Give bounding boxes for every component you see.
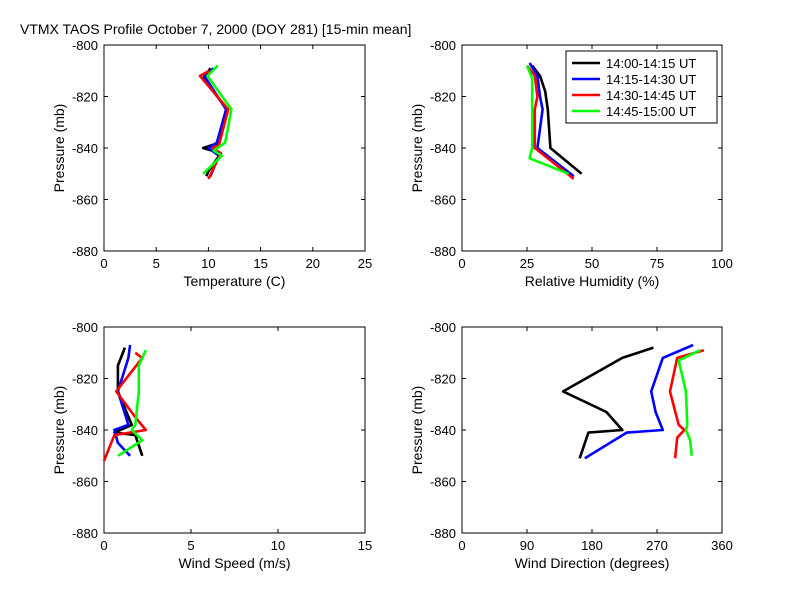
y-tick-label: -840: [72, 423, 98, 438]
x-tick-label: 75: [650, 256, 664, 271]
series-line-4: [525, 65, 570, 176]
x-tick-label: 15: [253, 256, 267, 271]
figure-title: VTMX TAOS Profile October 7, 2000 (DOY 2…: [20, 21, 411, 37]
x-tick-label: 360: [711, 538, 733, 553]
y-axis-label: Pressure (mb): [409, 104, 425, 193]
x-tick-label: 5: [153, 256, 160, 271]
x-tick-label: 180: [581, 538, 603, 553]
legend-entry-2: 14:15-14:30 UT: [606, 72, 696, 87]
x-tick-label: 20: [306, 256, 320, 271]
y-tick-label: -820: [430, 90, 456, 105]
y-tick-label: -820: [72, 90, 98, 105]
y-tick-label: -840: [430, 141, 456, 156]
plot-frame: [103, 44, 366, 252]
x-tick-label: 5: [187, 538, 194, 553]
x-axis-label: Temperature (C): [184, 273, 286, 289]
series-line-3: [668, 348, 705, 459]
legend-entry-3: 14:30-14:45 UT: [606, 88, 696, 103]
x-tick-label: 100: [711, 256, 733, 271]
y-tick-label: -800: [72, 320, 98, 335]
y-tick-label: -860: [72, 193, 98, 208]
x-axis-label: Wind Direction (degrees): [515, 555, 670, 571]
plot-frame: [103, 326, 366, 534]
y-tick-label: -800: [430, 38, 456, 53]
y-tick-label: -800: [430, 320, 456, 335]
legend-entry-4: 14:45-15:00 UT: [606, 104, 696, 119]
y-axis-label: Pressure (mb): [51, 386, 67, 475]
series-line-4: [117, 349, 147, 457]
series-line-2: [113, 344, 132, 457]
subplot-1: 0 5 10 15 20 25 -800 -820 -840 -860 -880 Temperatur…: [51, 38, 372, 289]
y-tick-label: -820: [72, 372, 98, 387]
series-line-3: [198, 69, 230, 180]
y-tick-label: -860: [430, 193, 456, 208]
x-tick-label: 25: [358, 256, 372, 271]
y-tick-label: -860: [430, 475, 456, 490]
y-axis-label: Pressure (mb): [51, 104, 67, 193]
y-tick-label: -880: [430, 526, 456, 541]
series-line-4: [677, 349, 701, 456]
x-tick-label: 0: [100, 538, 107, 553]
subplot-3: 0 5 10 15 -800 -820 -840 -860 -880 Wind Speed (m/…: [51, 320, 372, 571]
legend-entry-1: 14:00-14:15 UT: [606, 56, 696, 71]
x-tick-label: 10: [201, 256, 215, 271]
x-tick-label: 50: [585, 256, 599, 271]
y-tick-label: -880: [72, 244, 98, 259]
series-line-4: [202, 64, 233, 175]
x-tick-label: 90: [520, 538, 534, 553]
subplot-2: 0 25 50 75 100 -800 -820 -840 -860 -880 Relative H…: [409, 38, 733, 289]
x-axis-label: Relative Humidity (%): [525, 273, 660, 289]
y-tick-label: -840: [430, 423, 456, 438]
x-tick-label: 0: [100, 256, 107, 271]
series-line-2: [528, 62, 575, 178]
series-line-1: [561, 346, 654, 459]
series-line-2: [584, 343, 694, 460]
x-tick-label: 270: [646, 538, 668, 553]
y-tick-label: -820: [430, 372, 456, 387]
x-tick-label: 25: [520, 256, 534, 271]
x-tick-label: 15: [358, 538, 372, 553]
x-tick-label: 10: [271, 538, 285, 553]
y-axis-label: Pressure (mb): [409, 386, 425, 475]
x-axis-label: Wind Speed (m/s): [178, 555, 290, 571]
x-tick-label: 0: [458, 256, 465, 271]
series-line-1: [531, 64, 583, 175]
subplot-4: 0 90 180 270 360 -800 -820 -840 -860 -880 Wind Dir…: [409, 320, 733, 571]
y-tick-label: -880: [72, 526, 98, 541]
y-tick-label: -840: [72, 141, 98, 156]
x-tick-label: 0: [458, 538, 465, 553]
y-tick-label: -880: [430, 244, 456, 259]
series-line-3: [525, 64, 575, 180]
plot-grid: 0 5 10 15 20 25 -800 -820 -840 -860 -880 Temperatur…: [51, 38, 733, 571]
y-tick-label: -800: [72, 38, 98, 53]
y-tick-label: -860: [72, 475, 98, 490]
